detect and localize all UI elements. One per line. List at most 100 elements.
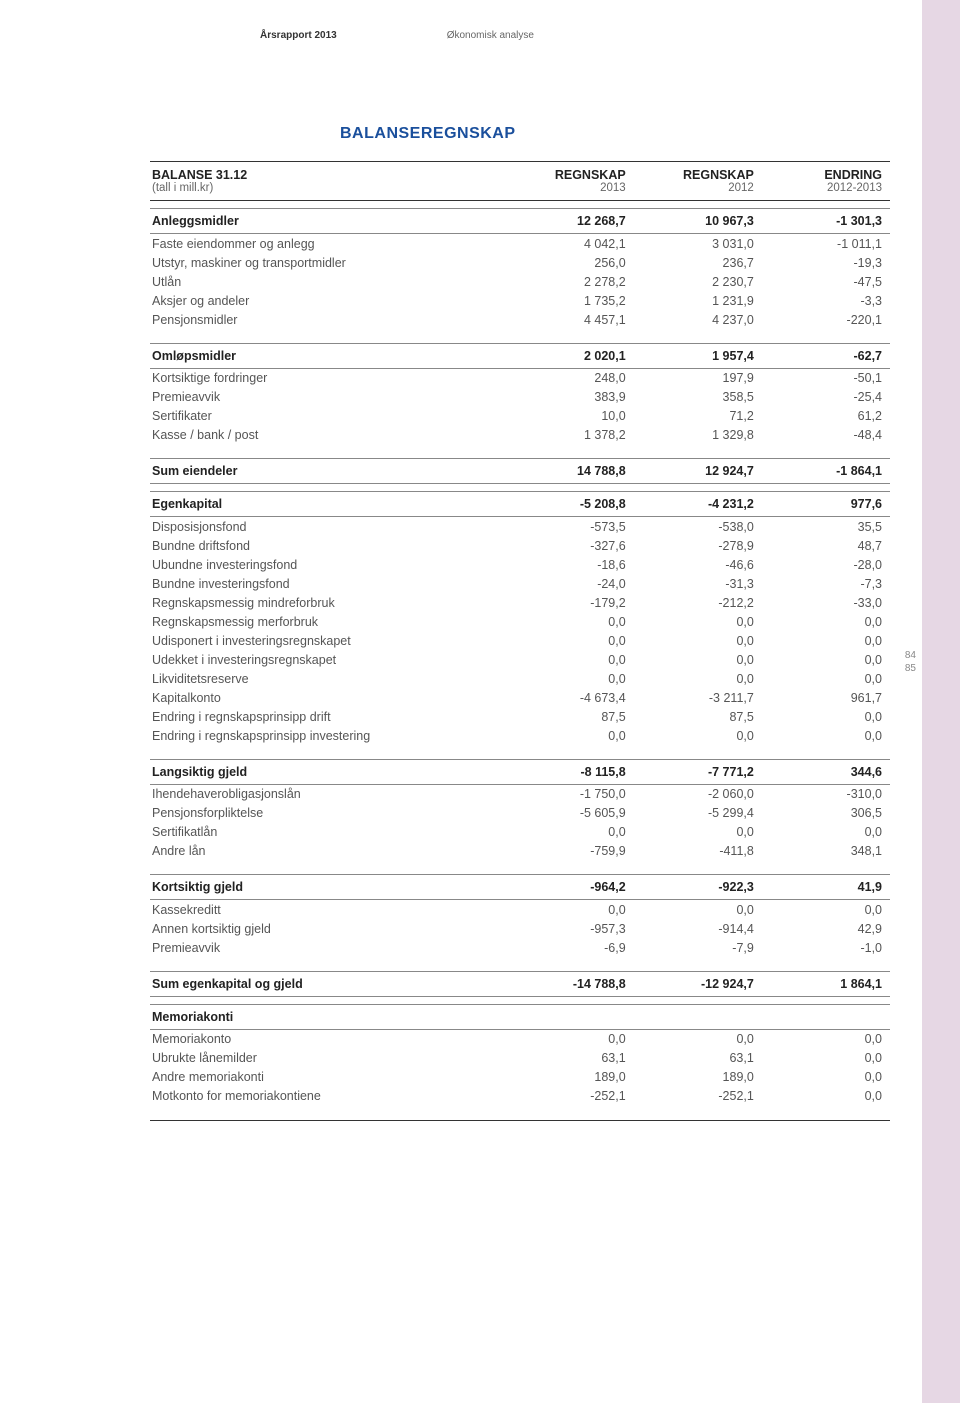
cell-label: Likviditetsreserve <box>150 669 506 688</box>
cell-value: 2 020,1 <box>506 343 634 368</box>
cell-label: Pensjonsmidler <box>150 310 506 329</box>
cell-label: Regnskapsmessig mindreforbruk <box>150 593 506 612</box>
cell-value: -179,2 <box>506 593 634 612</box>
table-title: BALANSEREGNSKAP <box>340 125 890 143</box>
table-row: Ubrukte lånemilder63,163,10,0 <box>150 1049 890 1068</box>
cell-value: 0,0 <box>762 726 890 745</box>
cell-label: Egenkapital <box>150 492 506 517</box>
cell-value: -922,3 <box>634 875 762 900</box>
cell-value: 248,0 <box>506 368 634 388</box>
cell-value: 0,0 <box>634 823 762 842</box>
cell-value: -25,4 <box>762 388 890 407</box>
cell-value: 0,0 <box>634 1029 762 1049</box>
cell-value: -212,2 <box>634 593 762 612</box>
cell-value: -1 864,1 <box>762 459 890 484</box>
section-row: Egenkapital-5 208,8-4 231,2977,6 <box>150 492 890 517</box>
cell-value: -47,5 <box>762 272 890 291</box>
table-row: Premieavvik383,9358,5-25,4 <box>150 388 890 407</box>
cell-label: Memoriakonti <box>150 1004 506 1029</box>
cell-value <box>762 1004 890 1029</box>
cell-value: -538,0 <box>634 517 762 537</box>
cell-value: 344,6 <box>762 759 890 784</box>
cell-label: Ubrukte lånemilder <box>150 1049 506 1068</box>
cell-value: 1 231,9 <box>634 291 762 310</box>
cell-value: 0,0 <box>634 900 762 920</box>
th-2013-b: 2013 <box>514 182 626 194</box>
cell-label: Kassekreditt <box>150 900 506 920</box>
cell-value: -252,1 <box>634 1087 762 1106</box>
table-row: Kassekreditt0,00,00,0 <box>150 900 890 920</box>
spacer <box>150 745 890 759</box>
cell-value: 0,0 <box>762 1029 890 1049</box>
cell-value: 1 864,1 <box>762 971 890 996</box>
cell-value <box>634 1004 762 1029</box>
table-row: Pensjonsforpliktelse-5 605,9-5 299,4306,… <box>150 804 890 823</box>
cell-value: 0,0 <box>762 650 890 669</box>
cell-label: Disposisjonsfond <box>150 517 506 537</box>
cell-label: Ubundne investeringsfond <box>150 555 506 574</box>
cell-value: 0,0 <box>762 900 890 920</box>
spacer <box>150 957 890 971</box>
cell-value: 2 278,2 <box>506 272 634 291</box>
cell-value: 87,5 <box>506 707 634 726</box>
cell-value: -3,3 <box>762 291 890 310</box>
th-change: ENDRING 2012-2013 <box>762 162 890 201</box>
cell-value: 12 268,7 <box>506 209 634 234</box>
table-row: Bundne investeringsfond-24,0-31,3-7,3 <box>150 574 890 593</box>
cell-label: Andre memoriakonti <box>150 1068 506 1087</box>
table-row: Kasse / bank / post1 378,21 329,8-48,4 <box>150 426 890 445</box>
header-section: Økonomisk analyse <box>447 30 534 41</box>
cell-value: 0,0 <box>634 631 762 650</box>
cell-value: -62,7 <box>762 343 890 368</box>
cell-label: Motkonto for memoriakontiene <box>150 1087 506 1106</box>
cell-value: -31,3 <box>634 574 762 593</box>
spacer <box>150 484 890 492</box>
cell-value: 10,0 <box>506 407 634 426</box>
cell-value: 0,0 <box>762 1068 890 1087</box>
cell-value: 306,5 <box>762 804 890 823</box>
cell-value: 0,0 <box>634 650 762 669</box>
table-header-row: BALANSE 31.12 (tall i mill.kr) REGNSKAP … <box>150 162 890 201</box>
cell-label: Utlån <box>150 272 506 291</box>
cell-value: 0,0 <box>762 1049 890 1068</box>
cell-value: 3 031,0 <box>634 234 762 254</box>
cell-label: Udekket i investeringsregnskapet <box>150 650 506 669</box>
cell-value: -7,9 <box>634 938 762 957</box>
cell-value: -411,8 <box>634 842 762 861</box>
table-row: Sertifikatlån0,00,00,0 <box>150 823 890 842</box>
table-row: Regnskapsmessig merforbruk0,00,00,0 <box>150 612 890 631</box>
cell-label: Anleggsmidler <box>150 209 506 234</box>
cell-value: 0,0 <box>506 650 634 669</box>
cell-value: 42,9 <box>762 919 890 938</box>
cell-value: 4 457,1 <box>506 310 634 329</box>
cell-value: -6,9 <box>506 938 634 957</box>
cell-label: Bundne driftsfond <box>150 536 506 555</box>
cell-value: 0,0 <box>634 726 762 745</box>
cell-value: -48,4 <box>762 426 890 445</box>
cell-value: -50,1 <box>762 368 890 388</box>
balance-table: BALANSE 31.12 (tall i mill.kr) REGNSKAP … <box>150 161 890 1121</box>
table-row: Kortsiktige fordringer248,0197,9-50,1 <box>150 368 890 388</box>
cell-label: Premieavvik <box>150 938 506 957</box>
cell-label: Andre lån <box>150 842 506 861</box>
cell-label: Bundne investeringsfond <box>150 574 506 593</box>
cell-value: 358,5 <box>634 388 762 407</box>
cell-label: Endring i regnskapsprinsipp drift <box>150 707 506 726</box>
cell-value: -1 750,0 <box>506 784 634 804</box>
cell-value: 1 378,2 <box>506 426 634 445</box>
table-row: Motkonto for memoriakontiene-252,1-252,1… <box>150 1087 890 1106</box>
cell-value: -278,9 <box>634 536 762 555</box>
cell-value: 61,2 <box>762 407 890 426</box>
cell-value: 0,0 <box>506 1029 634 1049</box>
page-header: Årsrapport 2013 Økonomisk analyse <box>260 30 534 41</box>
page-number-b: 85 <box>905 663 916 674</box>
cell-value: 0,0 <box>506 726 634 745</box>
cell-value: 0,0 <box>762 631 890 650</box>
cell-value: -2 060,0 <box>634 784 762 804</box>
cell-label: Premieavvik <box>150 388 506 407</box>
section-row: Memoriakonti <box>150 1004 890 1029</box>
cell-value: 1 329,8 <box>634 426 762 445</box>
cell-label: Udisponert i investeringsregnskapet <box>150 631 506 650</box>
th-2013: REGNSKAP 2013 <box>506 162 634 201</box>
cell-value: 71,2 <box>634 407 762 426</box>
